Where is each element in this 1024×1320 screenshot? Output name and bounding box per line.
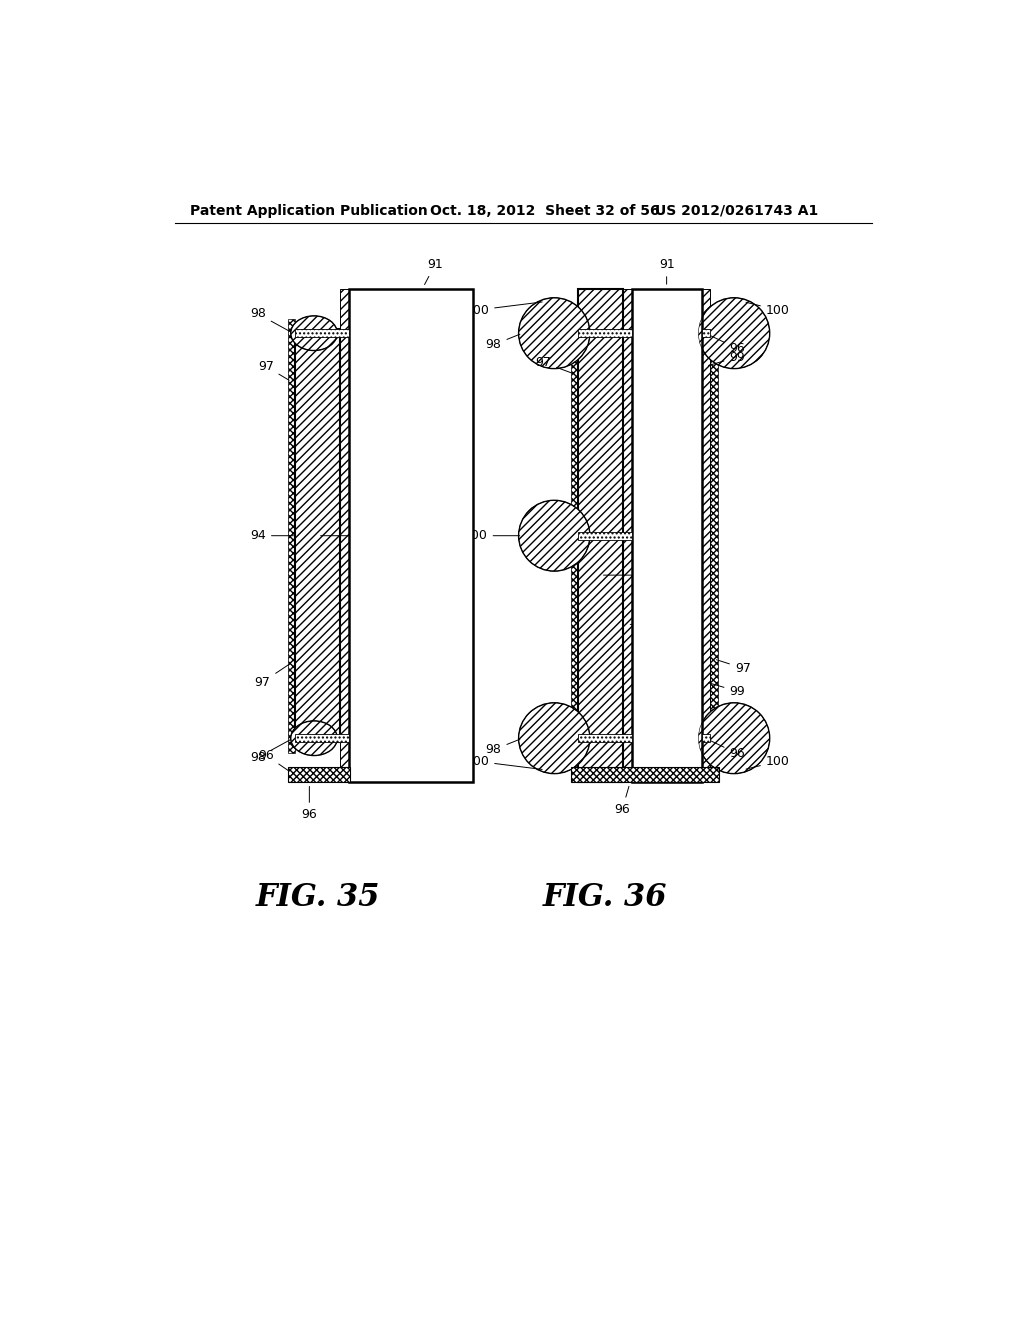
Bar [288,318,295,752]
Text: 95: 95 [632,513,667,535]
Bar [579,289,624,781]
Text: 96: 96 [258,748,292,772]
Bar [710,318,718,752]
Bar [632,289,701,781]
Bar [570,318,579,752]
Text: 97: 97 [536,356,571,374]
Text: FIG. 35: FIG. 35 [256,882,380,913]
Text: 96: 96 [301,787,317,821]
Text: 98: 98 [485,739,520,756]
Bar [288,767,349,781]
Text: 96: 96 [614,787,630,816]
Text: 100: 100 [465,302,542,317]
Bar [579,734,632,742]
Text: US 2012/0261743 A1: US 2012/0261743 A1 [655,203,818,218]
Bar [570,767,719,781]
Circle shape [518,702,590,774]
Text: 98: 98 [485,334,520,351]
Text: Patent Application Publication: Patent Application Publication [190,203,428,218]
Text: 95: 95 [348,314,386,333]
Circle shape [698,702,770,774]
Text: 100: 100 [746,302,790,317]
Bar [349,289,473,781]
Bar [295,330,340,742]
Text: 100: 100 [465,755,542,770]
Text: 92: 92 [630,618,662,631]
Text: 97: 97 [258,360,289,380]
Circle shape [518,298,590,368]
Text: 91: 91 [658,259,675,284]
Bar [579,532,632,540]
Bar [340,289,349,781]
Text: 95: 95 [632,739,667,760]
Text: 98: 98 [250,308,291,331]
Text: 96: 96 [708,739,745,760]
Text: 95: 95 [632,334,667,355]
Bar [701,734,710,742]
Bar [624,289,632,781]
Bar [701,330,710,337]
Text: 99: 99 [709,682,745,698]
Text: 100: 100 [746,755,790,770]
Text: 91: 91 [425,259,443,285]
Text: 100: 100 [464,529,520,543]
Text: 94: 94 [250,529,294,543]
Ellipse shape [291,721,337,755]
Text: 97: 97 [255,664,289,689]
Bar [579,289,624,781]
Text: 93: 93 [321,529,382,543]
Text: 93: 93 [603,569,662,582]
Text: Oct. 18, 2012  Sheet 32 of 56: Oct. 18, 2012 Sheet 32 of 56 [430,203,659,218]
Bar [295,330,340,742]
Bar [295,734,349,742]
Ellipse shape [291,315,337,351]
Bar [295,330,349,337]
Bar [579,330,632,337]
Text: 96: 96 [708,334,745,355]
Text: 97: 97 [717,660,751,675]
Bar [701,289,710,781]
Text: 92: 92 [347,589,382,602]
Text: FIG. 36: FIG. 36 [543,882,667,913]
Text: 99: 99 [709,351,745,366]
Text: 95: 95 [348,739,386,758]
Circle shape [518,500,590,572]
Circle shape [698,298,770,368]
Text: 98: 98 [250,739,291,764]
